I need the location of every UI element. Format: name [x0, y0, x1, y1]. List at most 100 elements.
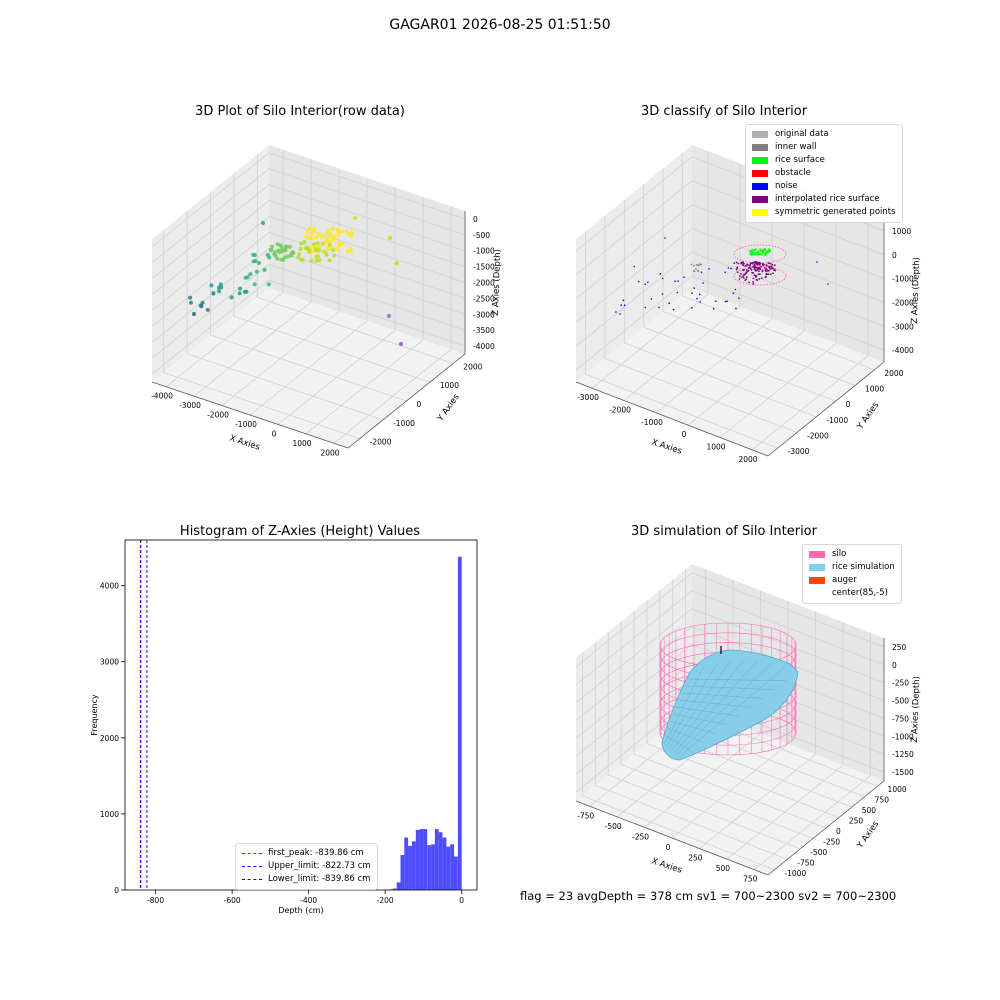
- p2-rice-surface-point: [749, 250, 752, 253]
- p2-interpolated-point: [751, 271, 753, 274]
- plot2-title: 3D classify of Silo Interior: [640, 104, 808, 119]
- p1-point: [211, 291, 216, 296]
- p1-point: [337, 242, 342, 247]
- p2-inner-wall-point: [693, 265, 695, 267]
- p2-interpolated-point: [747, 269, 750, 272]
- hist-bar: [454, 856, 458, 890]
- legend-item-obstacle: obstacle: [752, 167, 896, 180]
- hist-ytick-label: 4000: [100, 582, 119, 591]
- p1-grid-z: [151, 168, 466, 264]
- p2-grid-z: [575, 204, 885, 299]
- p2-interpolated-point: [760, 265, 762, 268]
- p1-point: [313, 247, 318, 252]
- legend-item-center: center(85,-5): [832, 588, 888, 598]
- p2-noise-point: [677, 280, 679, 282]
- p4-surface-mesh-line: [670, 720, 716, 734]
- p2-interpolated-point: [762, 264, 764, 267]
- p1-ytick: 1000: [440, 381, 459, 390]
- p2-silo-bottom: [733, 266, 787, 286]
- p2-noise-point: [727, 267, 730, 269]
- p4-ytick: 250: [849, 817, 864, 826]
- p2-noise-point: [668, 302, 670, 305]
- p1-point: [315, 241, 320, 245]
- p2-rice-surface-point: [754, 253, 757, 256]
- p1-point: [310, 245, 314, 249]
- hist-bar: [412, 841, 416, 890]
- p2-ztick: -1000: [892, 275, 914, 284]
- p1-point: [252, 253, 257, 257]
- p2-interpolated-point: [743, 277, 745, 279]
- p1-x-axis-line: [151, 381, 349, 449]
- p2-noise-point: [734, 288, 737, 291]
- plot4-simulation: -750-500-2500250500750-1000-750-500-2500…: [575, 564, 922, 884]
- p1-point: [268, 248, 273, 253]
- p2-interpolated-point: [764, 269, 767, 271]
- p4-ytick: -250: [823, 837, 840, 846]
- p2-interpolated-point: [774, 269, 777, 272]
- simulation-legend: silo rice simulation auger center(85,-5): [802, 544, 902, 604]
- p1-point: [262, 267, 267, 272]
- p2-inner-wall-point: [695, 263, 698, 266]
- p2-noise-point: [644, 306, 647, 309]
- p1-point: [192, 312, 196, 316]
- p2-noise-point: [676, 291, 679, 294]
- p1-point: [298, 247, 303, 252]
- p1-point: [219, 285, 224, 290]
- p2-noise-point: [724, 271, 726, 274]
- p2-ytick: 0: [846, 400, 851, 409]
- p1-point: [395, 261, 399, 265]
- p2-interpolated-point: [745, 278, 748, 281]
- p1-ztick: 0: [473, 215, 478, 224]
- p2-noise-point: [693, 287, 695, 289]
- p2-noise-point: [730, 267, 732, 270]
- p2-ztick: -4000: [892, 346, 914, 355]
- legend-item-interpolated: interpolated rice surface: [752, 193, 896, 206]
- p2-noise-point: [622, 299, 625, 302]
- p1-point: [322, 250, 327, 254]
- p2-noise-point: [647, 281, 649, 284]
- p2-interpolated-point: [740, 273, 742, 275]
- p1-grid-z: [151, 263, 466, 359]
- p4-ytick: 500: [862, 806, 877, 815]
- p4-xtick: -250: [632, 832, 649, 841]
- hist-bar: [392, 888, 397, 890]
- p2-noise-point: [696, 297, 698, 300]
- p4-xtick: 500: [716, 864, 731, 873]
- hist-bar: [408, 845, 412, 890]
- p1-point: [336, 229, 341, 234]
- p1-grid-y: [163, 372, 360, 439]
- hist-xtick-label: 0: [459, 896, 464, 905]
- p2-x-axis-line: [575, 381, 769, 457]
- status-footer: flag = 23 avgDepth = 378 cm sv1 = 700~23…: [520, 889, 897, 903]
- p1-point: [317, 258, 322, 263]
- hist-xtick-label: -200: [377, 896, 394, 905]
- p2-interpolated-point: [752, 281, 754, 283]
- p2-interpolated-point: [735, 268, 738, 271]
- p2-interpolated-point: [742, 264, 744, 267]
- p2-noise-point: [691, 307, 693, 309]
- p2-interpolated-point: [752, 282, 755, 285]
- p1-ztick: -2500: [473, 294, 495, 303]
- p2-xtick: -3000: [577, 393, 599, 402]
- plot1-title: 3D Plot of Silo Interior(row data): [195, 104, 405, 119]
- p2-inner-wall-point: [697, 269, 700, 272]
- p2-interpolated-point: [747, 264, 749, 266]
- p2-grid-x: [623, 306, 741, 401]
- p4-ytick: 0: [836, 827, 841, 836]
- p2-interpolated-point: [743, 268, 745, 271]
- p2-grid-y: [604, 358, 798, 433]
- p2-rice-surface-point: [768, 249, 771, 252]
- p2-interpolated-point: [750, 262, 752, 265]
- p1-point: [289, 251, 294, 256]
- p2-inner-wall-point: [699, 263, 701, 266]
- p1-ytick: -1000: [393, 419, 415, 428]
- p1-grid-z: [151, 279, 466, 375]
- p2-noise-point: [661, 293, 664, 295]
- p2-ztick: -2000: [892, 298, 914, 307]
- p1-ztick: -500: [473, 231, 490, 240]
- p2-interpolated-point: [764, 276, 767, 279]
- p2-interpolated-point: [767, 262, 770, 264]
- p2-grid-x: [591, 293, 709, 389]
- p2-y-axis-line: [767, 361, 885, 457]
- p2-noise-point: [700, 271, 703, 274]
